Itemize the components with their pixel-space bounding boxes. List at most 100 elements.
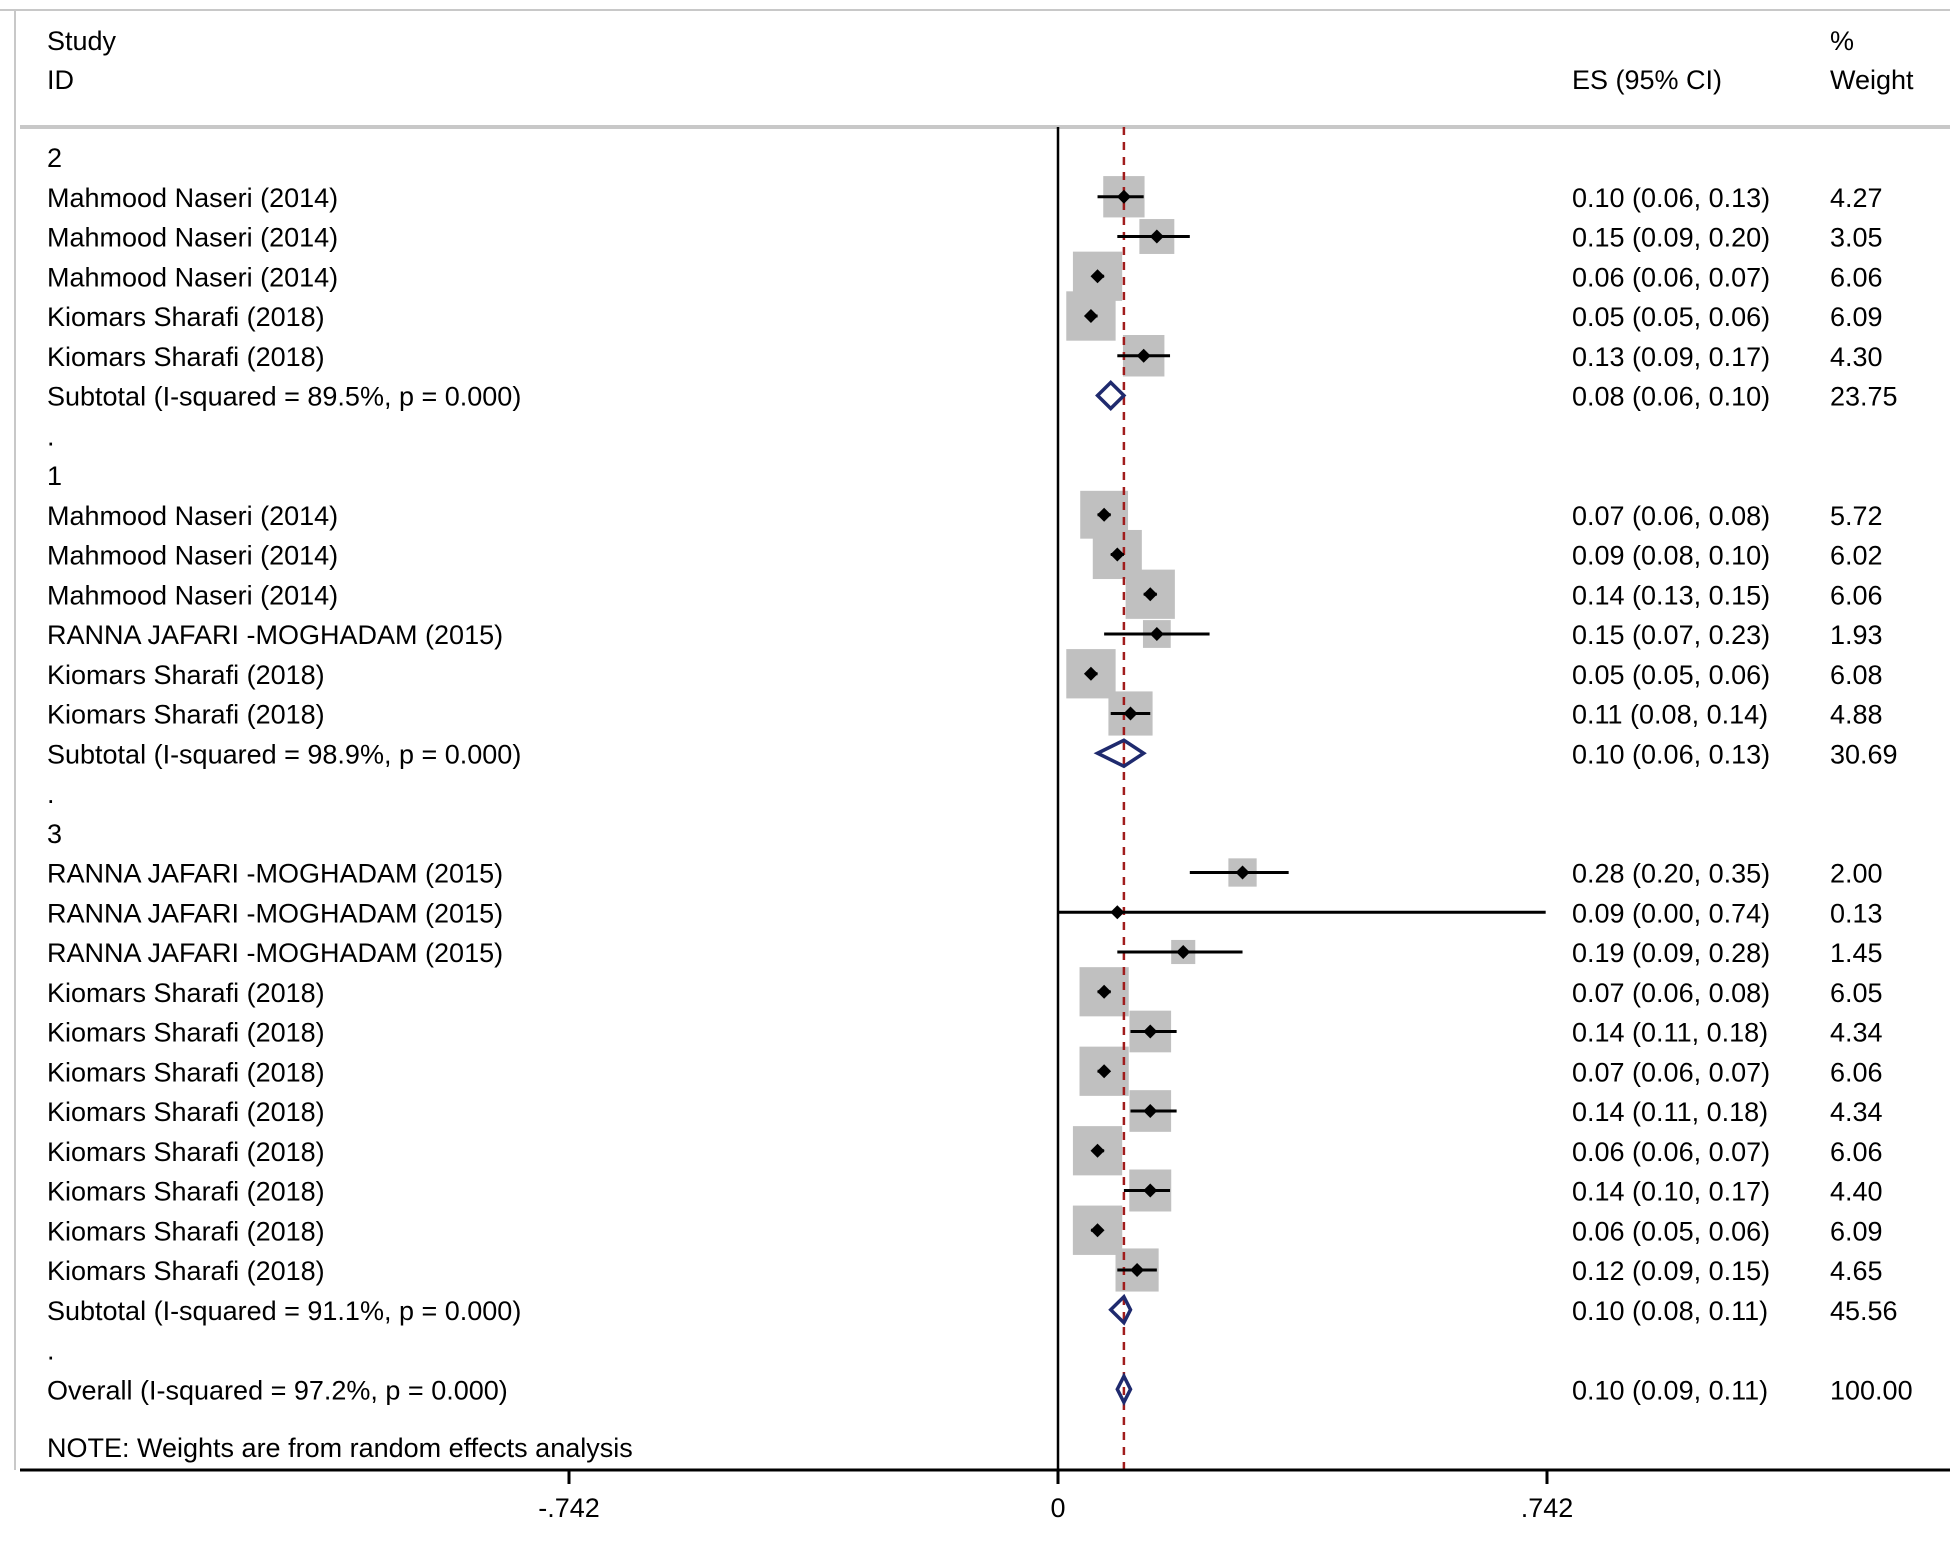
effect-point — [1235, 865, 1250, 880]
es-ci-value: 0.06 (0.05, 0.06) — [1572, 1216, 1770, 1246]
es-ci-value: 0.07 (0.06, 0.08) — [1572, 978, 1770, 1008]
weight-value: 100.00 — [1830, 1375, 1913, 1405]
effect-point — [1097, 1064, 1112, 1079]
weight-value: 1.45 — [1830, 938, 1883, 968]
weight-value: 6.06 — [1830, 1137, 1883, 1167]
weights-note: NOTE: Weights are from random effects an… — [47, 1433, 633, 1463]
weight-value: 23.75 — [1830, 382, 1898, 412]
weight-value: 30.69 — [1830, 739, 1898, 769]
weight-value: 5.72 — [1830, 501, 1883, 531]
study-label: Mahmood Naseri (2014) — [47, 541, 338, 571]
es-ci-value: 0.06 (0.06, 0.07) — [1572, 262, 1770, 292]
effect-point — [1143, 1024, 1158, 1039]
weight-value: 6.08 — [1830, 660, 1883, 690]
weight-value: 4.65 — [1830, 1256, 1883, 1286]
study-label: Kiomars Sharafi (2018) — [47, 302, 325, 332]
study-label: Mahmood Naseri (2014) — [47, 223, 338, 253]
effect-point — [1110, 905, 1125, 920]
es-ci-value: 0.12 (0.09, 0.15) — [1572, 1256, 1770, 1286]
effect-point — [1083, 666, 1098, 681]
effect-point — [1090, 1223, 1105, 1238]
es-ci-value: 0.07 (0.06, 0.08) — [1572, 501, 1770, 531]
weight-value: 4.88 — [1830, 700, 1883, 730]
study-label: Kiomars Sharafi (2018) — [47, 1177, 325, 1207]
weight-labels: 4.27 3.05 6.06 6.09 4.30 23.75 5.72 6.02 6.06 1.9… — [1830, 183, 1913, 1406]
effect-point — [1149, 229, 1164, 244]
group-label: 2 — [47, 143, 62, 173]
effect-point — [1130, 1263, 1145, 1277]
weight-value: 6.06 — [1830, 580, 1883, 610]
weight-value: 6.06 — [1830, 1057, 1883, 1087]
header-id: ID — [47, 65, 74, 95]
es-ci-value: 0.15 (0.07, 0.23) — [1572, 620, 1770, 650]
effect-point — [1083, 309, 1098, 323]
study-label: Kiomars Sharafi (2018) — [47, 342, 325, 372]
weight-value: 6.02 — [1830, 541, 1883, 571]
weight-value: 1.93 — [1830, 620, 1883, 650]
es-ci-value: 0.09 (0.00, 0.74) — [1572, 898, 1770, 928]
effect-point — [1136, 348, 1151, 363]
study-label: Mahmood Naseri (2014) — [47, 262, 338, 292]
es-ci-value: 0.28 (0.20, 0.35) — [1572, 859, 1770, 889]
study-label: RANNA JAFARI -MOGHADAM (2015) — [47, 859, 503, 889]
study-label: Kiomars Sharafi (2018) — [47, 1256, 325, 1286]
x-axis: -.742 0 .742 — [538, 1470, 1573, 1523]
weight-value: 3.05 — [1830, 223, 1883, 253]
weight-value: 4.40 — [1830, 1177, 1883, 1207]
effect-point — [1149, 627, 1164, 641]
weight-value: 6.06 — [1830, 262, 1883, 292]
effect-point — [1143, 1104, 1158, 1118]
subtotal-diamond — [1108, 1293, 1133, 1326]
weight-value: 4.34 — [1830, 1018, 1883, 1048]
effect-point — [1110, 547, 1125, 562]
weight-value: 0.13 — [1830, 898, 1883, 928]
es-ci-value: 0.05 (0.05, 0.06) — [1572, 660, 1770, 690]
overall-diamond — [1115, 1372, 1133, 1407]
weight-boxes — [1066, 176, 1257, 1292]
es-ci-value: 0.10 (0.09, 0.11) — [1572, 1375, 1768, 1405]
study-label: Kiomars Sharafi (2018) — [47, 1057, 325, 1087]
es-ci-value: 0.14 (0.11, 0.18) — [1572, 1018, 1768, 1048]
study-label: Kiomars Sharafi (2018) — [47, 1216, 325, 1246]
effect-point — [1090, 1143, 1105, 1158]
es-ci-value: 0.08 (0.06, 0.10) — [1572, 382, 1770, 412]
weight-value: 4.30 — [1830, 342, 1883, 372]
weight-value: 6.09 — [1830, 1216, 1883, 1246]
overall-label: Overall (I-squared = 97.2%, p = 0.000) — [47, 1375, 508, 1405]
study-label: Kiomars Sharafi (2018) — [47, 700, 325, 730]
study-label: Mahmood Naseri (2014) — [47, 183, 338, 213]
effect-point — [1123, 706, 1138, 721]
study-label: RANNA JAFARI -MOGHADAM (2015) — [47, 938, 503, 968]
effect-point — [1116, 189, 1131, 204]
effect-point — [1176, 945, 1191, 959]
weight-value: 6.05 — [1830, 978, 1883, 1008]
effect-point — [1090, 269, 1105, 284]
subtotal-label: Subtotal (I-squared = 89.5%, p = 0.000) — [47, 382, 521, 412]
es-ci-value: 0.10 (0.06, 0.13) — [1572, 183, 1770, 213]
group-label: 3 — [47, 819, 62, 849]
weight-value: 2.00 — [1830, 859, 1883, 889]
es-ci-value: 0.13 (0.09, 0.17) — [1572, 342, 1770, 372]
subtotal-diamond — [1093, 738, 1147, 769]
subtotal-label: Subtotal (I-squared = 98.9%, p = 0.000) — [47, 739, 521, 769]
study-label: Kiomars Sharafi (2018) — [47, 1018, 325, 1048]
group-label: 1 — [47, 461, 62, 491]
dot-label: . — [47, 1336, 55, 1366]
effect-point — [1143, 1183, 1158, 1198]
es-ci-value: 0.15 (0.09, 0.20) — [1572, 223, 1770, 253]
es-ci-value: 0.09 (0.08, 0.10) — [1572, 541, 1770, 571]
study-label: Kiomars Sharafi (2018) — [47, 1137, 325, 1167]
pooled-diamonds — [1093, 380, 1147, 1407]
es-ci-value: 0.14 (0.13, 0.15) — [1572, 580, 1770, 610]
es-ci-value: 0.14 (0.11, 0.18) — [1572, 1097, 1768, 1127]
weight-value: 6.09 — [1830, 302, 1883, 332]
weight-value: 4.34 — [1830, 1097, 1883, 1127]
dot-label: . — [47, 421, 55, 451]
es-ci-value: 0.07 (0.06, 0.07) — [1572, 1057, 1770, 1087]
effect-point — [1097, 507, 1112, 522]
es-ci-value: 0.19 (0.09, 0.28) — [1572, 938, 1770, 968]
subtotal-diamond — [1095, 380, 1127, 411]
header-weight: Weight — [1830, 65, 1914, 95]
effect-point — [1097, 984, 1112, 999]
